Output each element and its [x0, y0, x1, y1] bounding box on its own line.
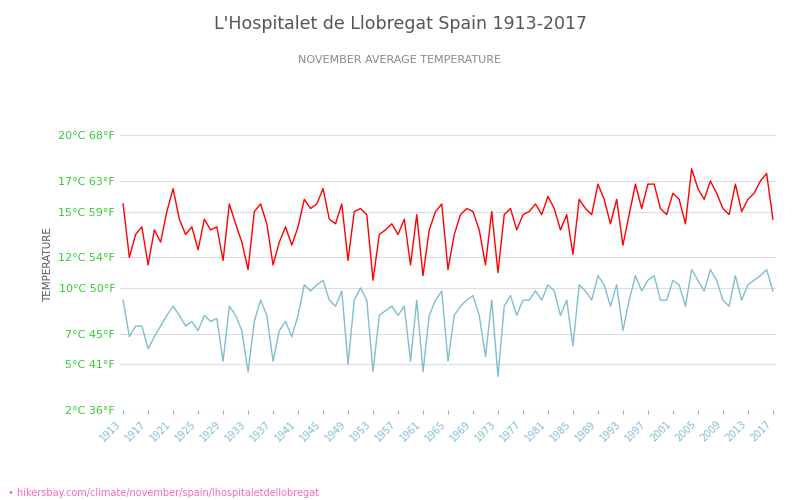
- Y-axis label: TEMPERATURE: TEMPERATURE: [42, 228, 53, 302]
- Text: L'Hospitalet de Llobregat Spain 1913-2017: L'Hospitalet de Llobregat Spain 1913-201…: [214, 15, 586, 33]
- Text: • hikersbay.com/climate/november/spain/lhospitaletdellobregat: • hikersbay.com/climate/november/spain/l…: [8, 488, 319, 498]
- Text: NOVEMBER AVERAGE TEMPERATURE: NOVEMBER AVERAGE TEMPERATURE: [298, 55, 502, 65]
